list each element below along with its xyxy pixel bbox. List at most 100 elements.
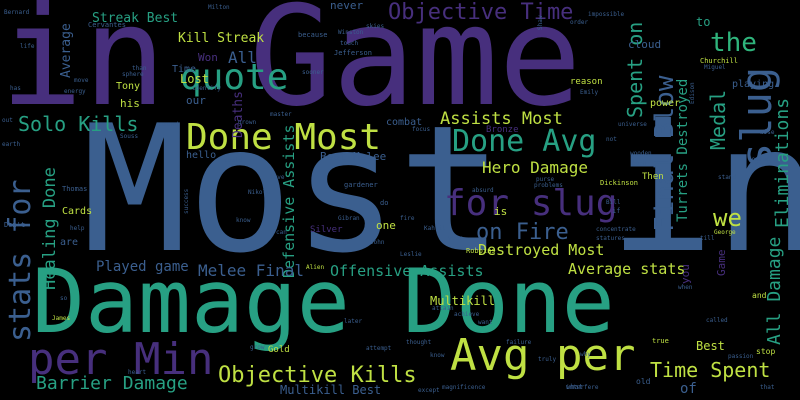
word: achieve bbox=[454, 311, 480, 318]
word: in Game bbox=[0, 0, 582, 137]
word: Kill Streak bbox=[178, 31, 265, 46]
word: later bbox=[344, 318, 363, 325]
word: power bbox=[650, 98, 681, 109]
word: Leslie bbox=[400, 251, 422, 258]
word: Milton bbox=[208, 4, 230, 11]
word: John bbox=[370, 239, 385, 246]
word: not bbox=[606, 136, 617, 143]
word: quote bbox=[180, 57, 289, 98]
word: Emily bbox=[580, 89, 599, 96]
word: his bbox=[120, 97, 140, 110]
word: so bbox=[60, 295, 68, 302]
word: Nikola bbox=[248, 189, 270, 196]
word: purse bbox=[536, 176, 555, 183]
word: impossible bbox=[588, 11, 625, 18]
word: when bbox=[678, 284, 693, 291]
word: called bbox=[706, 317, 728, 324]
word: Hero Damage bbox=[482, 158, 588, 177]
word: Lost bbox=[180, 72, 209, 86]
word: Average bbox=[59, 23, 74, 78]
word: know bbox=[236, 217, 251, 224]
word: Done Avg bbox=[452, 124, 597, 159]
word: earth bbox=[2, 141, 21, 148]
word: focus bbox=[412, 126, 431, 133]
word: All Damage bbox=[764, 236, 785, 345]
word: Souss bbox=[120, 133, 139, 140]
word: true bbox=[652, 337, 669, 345]
word: George bbox=[714, 229, 736, 236]
word: Assists Most bbox=[440, 109, 563, 129]
word: gardener bbox=[344, 181, 378, 189]
word: hello bbox=[186, 150, 217, 161]
word: born bbox=[632, 160, 647, 167]
word: passion bbox=[728, 353, 754, 360]
word: cannot bbox=[158, 121, 180, 128]
word: statures bbox=[596, 235, 625, 242]
word: old bbox=[636, 377, 651, 386]
word: Won bbox=[198, 51, 218, 64]
word: Bill bbox=[606, 199, 621, 206]
word: and bbox=[752, 291, 767, 300]
word: have bbox=[270, 174, 285, 181]
word: Thomas bbox=[62, 185, 88, 193]
word: Bernard bbox=[4, 9, 30, 16]
word: magnificence bbox=[442, 384, 486, 391]
word: for slug bbox=[444, 183, 618, 224]
word: Jefferson bbox=[334, 49, 372, 57]
word: wise bbox=[760, 129, 775, 136]
word: thought bbox=[406, 339, 432, 346]
word: Don't bbox=[4, 221, 26, 229]
word: order bbox=[570, 19, 589, 26]
word: Spent on bbox=[623, 21, 647, 118]
word: that bbox=[760, 384, 775, 391]
word: has bbox=[10, 85, 21, 92]
word: help bbox=[70, 225, 85, 232]
word: wooden bbox=[630, 150, 652, 157]
word: Silver bbox=[310, 225, 343, 235]
word: Gold bbox=[268, 345, 290, 355]
word: Deaths bbox=[231, 91, 246, 138]
word: know bbox=[430, 352, 445, 359]
word: Medal bbox=[706, 89, 730, 150]
word: success bbox=[183, 188, 190, 214]
word: till bbox=[700, 235, 715, 242]
word: Eliminations bbox=[772, 97, 793, 228]
word: Barrier Damage bbox=[36, 373, 188, 394]
word: we bbox=[713, 204, 742, 232]
word: Robbins bbox=[466, 247, 496, 255]
word: except bbox=[418, 387, 440, 394]
word: Destroyed Most bbox=[478, 241, 605, 259]
word: of bbox=[680, 381, 697, 397]
word: never bbox=[330, 0, 364, 12]
word: your bbox=[448, 235, 463, 242]
word: Played game bbox=[96, 259, 189, 275]
word: energy bbox=[64, 88, 86, 95]
word: combat bbox=[386, 117, 423, 128]
word: Avg per bbox=[450, 330, 636, 381]
word: Game bbox=[715, 249, 728, 277]
word: heart bbox=[128, 369, 147, 376]
word: our bbox=[186, 94, 206, 107]
word: Offensive Assists bbox=[330, 262, 484, 280]
word: Bronze bbox=[486, 125, 519, 135]
word: interfere bbox=[566, 384, 599, 391]
word: James bbox=[52, 315, 71, 322]
word: master bbox=[270, 111, 292, 118]
word: move bbox=[74, 77, 89, 84]
word: Cervantes bbox=[88, 21, 126, 29]
word: Conrad bbox=[748, 156, 770, 163]
word: Objective Time bbox=[388, 0, 574, 25]
word: attempt bbox=[366, 345, 392, 352]
word: Shaw bbox=[537, 15, 544, 30]
word: because bbox=[298, 31, 328, 39]
word: Dickinson bbox=[600, 179, 638, 187]
word: Solo Kills bbox=[18, 112, 139, 136]
word: Damage Done bbox=[32, 250, 615, 353]
word: attain bbox=[432, 305, 454, 312]
word: sooner bbox=[302, 69, 324, 76]
word: touch bbox=[340, 40, 359, 47]
word: Kahlil bbox=[424, 225, 446, 232]
word: stop bbox=[756, 347, 776, 356]
word: Time bbox=[172, 64, 197, 75]
